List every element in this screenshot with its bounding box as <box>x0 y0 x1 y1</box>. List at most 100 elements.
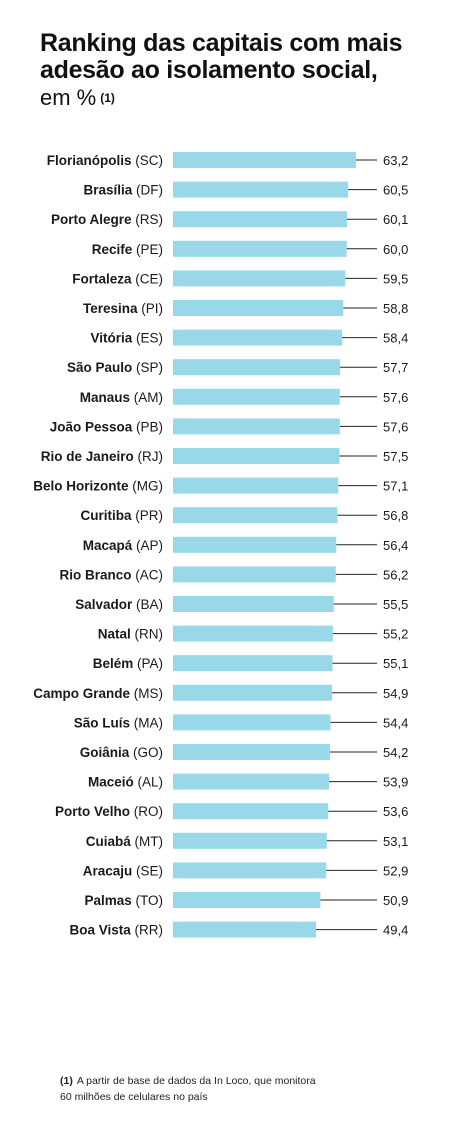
bar-row: Rio de Janeiro (RJ) 57,5 <box>41 448 408 464</box>
category-city: Brasília <box>83 183 136 198</box>
bar-row: Campo Grande (MS) 54,9 <box>33 684 408 701</box>
chart-title-line-1: Ranking das capitais com mais <box>40 29 403 57</box>
bar-row: Salvador (BA) 55,5 <box>75 596 408 612</box>
value-label: 60,5 <box>383 183 408 198</box>
category-label: Teresina (PI) <box>83 301 163 316</box>
category-uf: (DF) <box>136 183 163 198</box>
category-label: Rio Branco (AC) <box>59 567 163 582</box>
value-label: 54,4 <box>383 715 408 730</box>
category-label: Goiânia (GO) <box>80 745 163 760</box>
value-label: 53,9 <box>383 775 408 790</box>
bar-row: Recife (PE) 60,0 <box>92 240 408 257</box>
bar <box>173 300 344 316</box>
bar <box>173 832 327 849</box>
category-uf: (RS) <box>135 212 163 227</box>
category-label: Porto Alegre (RS) <box>51 212 163 227</box>
value-label: 56,2 <box>383 567 408 582</box>
category-city: Boa Vista <box>69 923 134 938</box>
category-label: Porto Velho (RO) <box>55 804 163 819</box>
category-city: Teresina <box>83 301 141 316</box>
chart-title-line-2: adesão ao isolamento social, <box>40 56 378 84</box>
value-label: 57,5 <box>383 449 408 464</box>
category-city: Rio de Janeiro <box>41 449 138 464</box>
category-uf: (GO) <box>133 745 163 760</box>
value-label: 58,8 <box>383 301 408 316</box>
category-uf: (PI) <box>141 301 163 316</box>
category-label: Campo Grande (MS) <box>33 686 163 701</box>
category-city: João Pessoa <box>50 419 136 434</box>
category-uf: (PE) <box>136 242 163 257</box>
bar <box>173 329 343 346</box>
bar-row: São Luís (MA) 54,4 <box>74 714 408 731</box>
bar-row: Macapá (AP) 56,4 <box>83 536 408 553</box>
category-city: Aracaju <box>83 863 136 878</box>
category-city: Porto Alegre <box>51 212 135 227</box>
category-label: Cuiabá (MT) <box>86 834 163 849</box>
bar <box>173 921 317 938</box>
category-label: Maceió (AL) <box>88 775 163 790</box>
category-label: Boa Vista (RR) <box>69 923 163 938</box>
category-city: Macapá <box>83 538 136 553</box>
category-uf: (SE) <box>136 863 163 878</box>
bar-row: Fortaleza (CE) 59,5 <box>72 270 408 287</box>
bar-row: Boa Vista (RR) 49,4 <box>69 921 408 938</box>
category-label: Belém (PA) <box>93 656 163 671</box>
category-uf: (MA) <box>134 715 163 730</box>
bar <box>173 714 331 731</box>
category-city: Salvador <box>75 597 136 612</box>
bar <box>173 359 341 376</box>
category-city: Vitória <box>90 331 136 346</box>
value-label: 55,5 <box>383 597 408 612</box>
category-city: Porto Velho <box>55 804 134 819</box>
bar-row: Vitória (ES) 58,4 <box>90 329 408 346</box>
footnote-line-2: 60 milhões de celulares no país <box>60 1091 208 1103</box>
bar-row: Brasília (DF) 60,5 <box>83 181 408 198</box>
bar-row: Belém (PA) 55,1 <box>93 655 408 672</box>
category-city: Belo Horizonte <box>33 479 132 494</box>
bar-row: Natal (RN) 55,2 <box>98 625 408 642</box>
category-label: Natal (RN) <box>98 627 163 642</box>
bar <box>173 862 327 879</box>
bar <box>173 240 347 257</box>
bar-row: Florianópolis (SC) 63,2 <box>47 152 408 168</box>
bar-row: Palmas (TO) 50,9 <box>84 892 408 908</box>
category-city: Curitiba <box>80 508 135 523</box>
value-label: 55,2 <box>383 627 408 642</box>
category-uf: (PB) <box>136 419 163 434</box>
category-uf: (RN) <box>135 627 164 642</box>
category-uf: (BA) <box>136 597 163 612</box>
category-city: São Paulo <box>67 360 136 375</box>
bar <box>173 655 333 672</box>
value-label: 60,0 <box>383 242 408 257</box>
bar-row: Maceió (AL) 53,9 <box>88 773 408 790</box>
bar <box>173 596 334 612</box>
value-label: 55,1 <box>383 656 408 671</box>
category-label: Macapá (AP) <box>83 538 163 553</box>
category-city: Fortaleza <box>72 271 135 286</box>
bar <box>173 152 356 168</box>
bar-row: João Pessoa (PB) 57,6 <box>50 418 408 435</box>
category-city: Maceió <box>88 775 138 790</box>
category-uf: (PA) <box>137 656 163 671</box>
category-label: Recife (PE) <box>92 242 163 257</box>
bar-row: Porto Alegre (RS) 60,1 <box>51 211 408 228</box>
category-city: Rio Branco <box>59 567 135 582</box>
bar <box>173 388 340 405</box>
category-uf: (RO) <box>134 804 163 819</box>
bar <box>173 211 348 228</box>
category-city: Florianópolis <box>47 153 136 168</box>
bar-row: Aracaju (SE) 52,9 <box>83 862 408 879</box>
bar-row: Cuiabá (MT) 53,1 <box>86 832 408 849</box>
value-label: 54,2 <box>383 745 408 760</box>
category-uf: (AL) <box>137 775 163 790</box>
category-label: Florianópolis (SC) <box>47 153 163 168</box>
footnote: (1) A partir de base de dados da In Loco,… <box>60 1073 400 1105</box>
value-label: 60,1 <box>383 212 408 227</box>
chart-title-block: Ranking das capitais com mais adesão ao … <box>40 30 430 111</box>
chart-subtitle-text: em % <box>40 85 97 110</box>
bar <box>173 892 321 908</box>
bar-row: Manaus (AM) 57,6 <box>80 388 408 405</box>
category-label: Aracaju (SE) <box>83 863 163 878</box>
bar <box>173 803 329 820</box>
category-uf: (AM) <box>134 390 163 405</box>
